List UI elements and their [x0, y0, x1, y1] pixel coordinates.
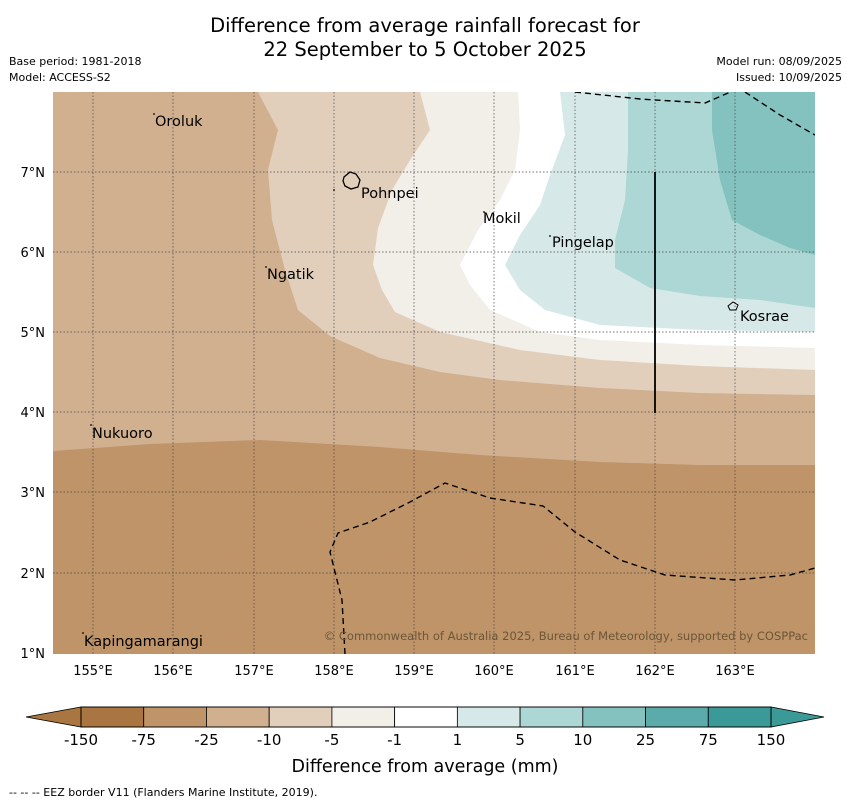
map-title: Difference from average rainfall forecas… [0, 14, 850, 62]
place-ngatik: Ngatik [267, 267, 315, 283]
place-pohnpei: Pohnpei [361, 186, 419, 202]
place-nukuoro: Nukuoro [92, 426, 153, 442]
colorbar-tick-label: 75 [699, 731, 718, 749]
colorbar-segment [143, 706, 207, 728]
colorbar: -150 -75 -25 -10 -5 -1 1 5 10 25 75 150 Difference … [25, 706, 825, 777]
atoll-dots [82, 113, 551, 634]
colorbar-tick-label: 10 [573, 731, 592, 749]
model-name: Model: ACCESS-S2 [9, 71, 111, 84]
colorbar-tick-label: 150 [757, 731, 786, 749]
colorbar-tick-label: -10 [257, 731, 282, 749]
colorbar-segment [707, 706, 772, 728]
colorbar-tick-label: -75 [131, 731, 156, 749]
colorbar-segment [582, 706, 646, 728]
colorbar-tick-label: 5 [515, 731, 525, 749]
colorbar-segment [331, 706, 396, 728]
lon-tick: 158°E [314, 664, 354, 679]
band-plus10 [712, 92, 815, 255]
meta-left: Base period: 1981-2018 Model: ACCESS-S2 [9, 54, 141, 86]
colorbar-tick-label: -25 [194, 731, 219, 749]
colorbar-segment [394, 706, 458, 728]
lat-tick: 7°N [21, 166, 46, 181]
lon-tick-labels: 155°E 156°E 157°E 158°E 159°E 160°E 161°… [73, 664, 755, 679]
place-kosrae: Kosrae [740, 309, 789, 325]
eez-border [329, 92, 815, 654]
lat-tick: 5°N [21, 326, 46, 341]
place-mokil: Mokil [483, 211, 521, 227]
lon-tick: 161°E [555, 664, 595, 679]
colorbar-tick-label: 1 [453, 731, 463, 749]
place-pingelap: Pingelap [552, 235, 614, 251]
meta-right: Model run: 08/09/2025 Issued: 10/09/2025 [716, 54, 842, 86]
place-oroluk: Oroluk [155, 114, 203, 130]
colorbar-segment [268, 706, 333, 728]
kosrae-island [727, 301, 739, 311]
lon-tick: 162°E [635, 664, 675, 679]
copyright-note: © Commonwealth of Australia 2025, Bureau… [324, 629, 808, 643]
colorbar-tick-label: 25 [636, 731, 655, 749]
colorbar-tick-label: -1 [387, 731, 402, 749]
title-line-2: 22 September to 5 October 2025 [263, 38, 587, 61]
lat-tick: 4°N [21, 406, 46, 421]
colorbar-label: Difference from average (mm) [291, 757, 558, 777]
place-kapingamarangi: Kapingamarangi [84, 634, 203, 650]
pohnpei-island [342, 171, 361, 190]
issued-date: Issued: 10/09/2025 [735, 71, 842, 84]
colorbar-segment [206, 706, 270, 728]
colorbar-segment [519, 706, 584, 728]
lon-tick: 156°E [153, 664, 193, 679]
lat-tick: 3°N [21, 486, 46, 501]
colorbar-segment [645, 706, 709, 728]
lat-tick: 2°N [21, 567, 46, 582]
colorbar-tick-label: -5 [324, 731, 339, 749]
base-period: Base period: 1981-2018 [9, 55, 142, 68]
colorbar-segment [456, 706, 521, 728]
lon-tick: 160°E [474, 664, 514, 679]
lat-tick-labels: 7°N 6°N 5°N 4°N 3°N 2°N 1°N [21, 166, 46, 662]
model-run: Model run: 08/09/2025 [716, 55, 842, 68]
lon-tick: 157°E [234, 664, 274, 679]
map-area: Oroluk Pohnpei Mokil Pingelap Ngatik Kos… [53, 92, 815, 654]
lat-tick: 1°N [21, 647, 46, 662]
title-line-1: Difference from average rainfall forecas… [210, 14, 640, 37]
colorbar-extend-left [25, 706, 82, 728]
lon-tick: 155°E [73, 664, 113, 679]
lon-tick: 159°E [394, 664, 434, 679]
colorbar-segment [80, 706, 145, 728]
lon-tick: 163°E [715, 664, 755, 679]
colorbar-extend-right [770, 706, 825, 728]
colorbar-tick-label: -150 [64, 731, 98, 749]
eez-legend-note: -- -- -- EEZ border V11 (Flanders Marine… [9, 786, 318, 799]
lat-tick: 6°N [21, 246, 46, 261]
